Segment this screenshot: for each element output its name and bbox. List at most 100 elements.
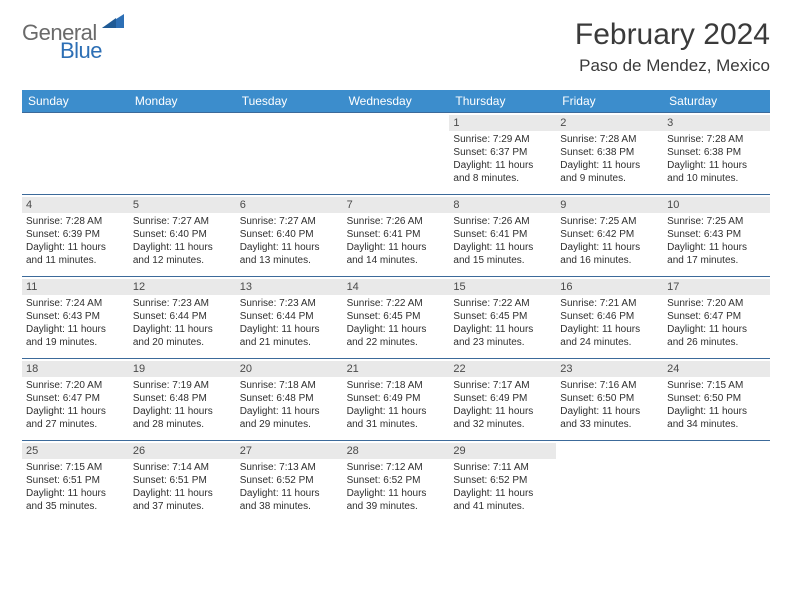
calendar-cell: 4Sunrise: 7:28 AMSunset: 6:39 PMDaylight… bbox=[22, 194, 129, 276]
sunset-line: Sunset: 6:43 PM bbox=[26, 310, 125, 323]
calendar-cell: 22Sunrise: 7:17 AMSunset: 6:49 PMDayligh… bbox=[449, 358, 556, 440]
sunrise-line: Sunrise: 7:23 AM bbox=[133, 297, 232, 310]
calendar-cell bbox=[556, 440, 663, 522]
sunrise-line: Sunrise: 7:28 AM bbox=[667, 133, 766, 146]
sunrise-line: Sunrise: 7:18 AM bbox=[240, 379, 339, 392]
day-number: 5 bbox=[129, 197, 236, 213]
sunset-line: Sunset: 6:40 PM bbox=[240, 228, 339, 241]
day-number: 14 bbox=[343, 279, 450, 295]
calendar-cell: 6Sunrise: 7:27 AMSunset: 6:40 PMDaylight… bbox=[236, 194, 343, 276]
calendar-cell: 15Sunrise: 7:22 AMSunset: 6:45 PMDayligh… bbox=[449, 276, 556, 358]
sunset-line: Sunset: 6:43 PM bbox=[667, 228, 766, 241]
day-number: 15 bbox=[449, 279, 556, 295]
calendar-cell: 7Sunrise: 7:26 AMSunset: 6:41 PMDaylight… bbox=[343, 194, 450, 276]
sunset-line: Sunset: 6:45 PM bbox=[347, 310, 446, 323]
sunrise-line: Sunrise: 7:26 AM bbox=[453, 215, 552, 228]
calendar-cell: 24Sunrise: 7:15 AMSunset: 6:50 PMDayligh… bbox=[663, 358, 770, 440]
calendar-cell: 13Sunrise: 7:23 AMSunset: 6:44 PMDayligh… bbox=[236, 276, 343, 358]
sunrise-line: Sunrise: 7:29 AM bbox=[453, 133, 552, 146]
sunset-line: Sunset: 6:38 PM bbox=[560, 146, 659, 159]
sunset-line: Sunset: 6:46 PM bbox=[560, 310, 659, 323]
daylight-line: Daylight: 11 hours and 21 minutes. bbox=[240, 323, 339, 349]
sunset-line: Sunset: 6:47 PM bbox=[667, 310, 766, 323]
day-number: 24 bbox=[663, 361, 770, 377]
calendar-cell bbox=[129, 112, 236, 194]
sunset-line: Sunset: 6:45 PM bbox=[453, 310, 552, 323]
day-number: 10 bbox=[663, 197, 770, 213]
daylight-line: Daylight: 11 hours and 14 minutes. bbox=[347, 241, 446, 267]
page: General Blue February 2024 Paso de Mende… bbox=[0, 0, 792, 522]
sunrise-line: Sunrise: 7:13 AM bbox=[240, 461, 339, 474]
sunrise-line: Sunrise: 7:19 AM bbox=[133, 379, 232, 392]
sunset-line: Sunset: 6:52 PM bbox=[347, 474, 446, 487]
calendar-cell: 19Sunrise: 7:19 AMSunset: 6:48 PMDayligh… bbox=[129, 358, 236, 440]
sunset-line: Sunset: 6:49 PM bbox=[453, 392, 552, 405]
weekday-header: Thursday bbox=[449, 90, 556, 112]
sunset-line: Sunset: 6:41 PM bbox=[453, 228, 552, 241]
daylight-line: Daylight: 11 hours and 8 minutes. bbox=[453, 159, 552, 185]
sunrise-line: Sunrise: 7:27 AM bbox=[240, 215, 339, 228]
calendar-cell: 8Sunrise: 7:26 AMSunset: 6:41 PMDaylight… bbox=[449, 194, 556, 276]
calendar-cell: 10 Sunrise: 7:25 AMSunset: 6:43 PMDayligh… bbox=[663, 194, 770, 276]
calendar-cell: 27Sunrise: 7:13 AMSunset: 6:52 PMDayligh… bbox=[236, 440, 343, 522]
location: Paso de Mendez, Mexico bbox=[575, 56, 770, 76]
sunset-line: Sunset: 6:48 PM bbox=[240, 392, 339, 405]
calendar-cell: 18Sunrise: 7:20 AMSunset: 6:47 PMDayligh… bbox=[22, 358, 129, 440]
daylight-line: Daylight: 11 hours and 9 minutes. bbox=[560, 159, 659, 185]
day-number: 13 bbox=[236, 279, 343, 295]
day-number: 18 bbox=[22, 361, 129, 377]
daylight-line: Daylight: 11 hours and 37 minutes. bbox=[133, 487, 232, 513]
sunset-line: Sunset: 6:50 PM bbox=[560, 392, 659, 405]
calendar-cell bbox=[22, 112, 129, 194]
sunset-line: Sunset: 6:48 PM bbox=[133, 392, 232, 405]
calendar-cell: 12Sunrise: 7:23 AMSunset: 6:44 PMDayligh… bbox=[129, 276, 236, 358]
day-number: 6 bbox=[236, 197, 343, 213]
day-number: 25 bbox=[22, 443, 129, 459]
daylight-line: Daylight: 11 hours and 28 minutes. bbox=[133, 405, 232, 431]
daylight-line: Daylight: 11 hours and 35 minutes. bbox=[26, 487, 125, 513]
sunrise-line: Sunrise: 7:27 AM bbox=[133, 215, 232, 228]
daylight-line: Daylight: 11 hours and 41 minutes. bbox=[453, 487, 552, 513]
sunrise-line: Sunrise: 7:25 AM bbox=[560, 215, 659, 228]
weekday-header: Wednesday bbox=[343, 90, 450, 112]
calendar-cell: 9Sunrise: 7:25 AMSunset: 6:42 PMDaylight… bbox=[556, 194, 663, 276]
sunset-line: Sunset: 6:39 PM bbox=[26, 228, 125, 241]
daylight-line: Daylight: 11 hours and 20 minutes. bbox=[133, 323, 232, 349]
weekday-header: Sunday bbox=[22, 90, 129, 112]
sunrise-line: Sunrise: 7:22 AM bbox=[453, 297, 552, 310]
daylight-line: Daylight: 11 hours and 38 minutes. bbox=[240, 487, 339, 513]
sunset-line: Sunset: 6:41 PM bbox=[347, 228, 446, 241]
day-number: 23 bbox=[556, 361, 663, 377]
sunset-line: Sunset: 6:42 PM bbox=[560, 228, 659, 241]
sunrise-line: Sunrise: 7:24 AM bbox=[26, 297, 125, 310]
daylight-line: Daylight: 11 hours and 34 minutes. bbox=[667, 405, 766, 431]
header: General Blue February 2024 Paso de Mende… bbox=[22, 18, 770, 76]
sunrise-line: Sunrise: 7:20 AM bbox=[667, 297, 766, 310]
calendar-cell: 23Sunrise: 7:16 AMSunset: 6:50 PMDayligh… bbox=[556, 358, 663, 440]
day-number: 1 bbox=[449, 115, 556, 131]
sunset-line: Sunset: 6:52 PM bbox=[240, 474, 339, 487]
daylight-line: Daylight: 11 hours and 11 minutes. bbox=[26, 241, 125, 267]
daylight-line: Daylight: 11 hours and 33 minutes. bbox=[560, 405, 659, 431]
month-title: February 2024 bbox=[575, 18, 770, 52]
daylight-line: Daylight: 11 hours and 15 minutes. bbox=[453, 241, 552, 267]
sunrise-line: Sunrise: 7:18 AM bbox=[347, 379, 446, 392]
sunset-line: Sunset: 6:37 PM bbox=[453, 146, 552, 159]
daylight-line: Daylight: 11 hours and 17 minutes. bbox=[667, 241, 766, 267]
calendar-cell: 2Sunrise: 7:28 AMSunset: 6:38 PMDaylight… bbox=[556, 112, 663, 194]
day-number: 26 bbox=[129, 443, 236, 459]
daylight-line: Daylight: 11 hours and 32 minutes. bbox=[453, 405, 552, 431]
day-number: 2 bbox=[556, 115, 663, 131]
logo: General Blue bbox=[22, 18, 124, 62]
calendar-cell: 29Sunrise: 7:11 AMSunset: 6:52 PMDayligh… bbox=[449, 440, 556, 522]
weekday-header: Tuesday bbox=[236, 90, 343, 112]
sunset-line: Sunset: 6:50 PM bbox=[667, 392, 766, 405]
calendar-cell: 11Sunrise: 7:24 AMSunset: 6:43 PMDayligh… bbox=[22, 276, 129, 358]
calendar-cell: 14Sunrise: 7:22 AMSunset: 6:45 PMDayligh… bbox=[343, 276, 450, 358]
sunrise-line: Sunrise: 7:25 AM bbox=[667, 215, 766, 228]
day-number: 28 bbox=[343, 443, 450, 459]
day-number: 22 bbox=[449, 361, 556, 377]
sunset-line: Sunset: 6:51 PM bbox=[133, 474, 232, 487]
daylight-line: Daylight: 11 hours and 24 minutes. bbox=[560, 323, 659, 349]
sunrise-line: Sunrise: 7:20 AM bbox=[26, 379, 125, 392]
